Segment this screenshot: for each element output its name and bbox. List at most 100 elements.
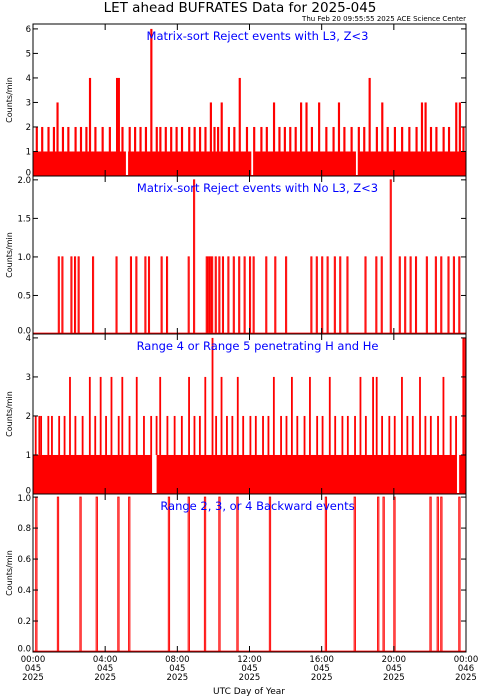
spike	[144, 126, 148, 152]
panel-2: 0.0 0.5 1.0 1.5 2.0 Matrix-sort Reject events…	[5, 175, 467, 337]
y-axis-label: Counts/min	[5, 391, 14, 437]
spike	[429, 126, 433, 152]
spike	[455, 102, 458, 152]
spike	[79, 496, 82, 652]
spike	[274, 256, 277, 334]
spike	[278, 126, 281, 152]
spike	[236, 496, 239, 652]
spike	[187, 496, 190, 652]
spike	[285, 415, 288, 455]
y-tick-label: 3	[26, 98, 31, 108]
y-tick-label: 1.0	[17, 253, 31, 263]
spike	[159, 376, 162, 455]
svg-text:2025: 2025	[311, 673, 333, 683]
spike	[231, 415, 234, 455]
spike	[52, 126, 56, 152]
spike	[455, 415, 457, 455]
spike	[380, 256, 383, 334]
data-gap	[125, 151, 129, 175]
spike	[296, 415, 299, 455]
spike	[381, 415, 384, 455]
spike	[458, 496, 461, 652]
spike	[333, 256, 336, 334]
spike	[159, 126, 162, 152]
spike	[166, 256, 169, 334]
spike	[458, 256, 461, 334]
spike	[188, 126, 191, 152]
spike	[198, 126, 202, 152]
spike	[321, 256, 324, 334]
spike	[88, 376, 91, 455]
y-tick-label: 1	[26, 147, 31, 157]
spike	[272, 102, 276, 152]
spike	[393, 496, 396, 652]
spike	[290, 376, 293, 455]
spike	[254, 415, 257, 455]
spike	[121, 126, 124, 152]
spike	[215, 415, 218, 455]
spike	[429, 415, 432, 455]
spike	[343, 126, 346, 152]
svg-text:2025: 2025	[94, 673, 116, 683]
spike	[357, 126, 360, 152]
spike	[128, 496, 131, 652]
spike	[243, 256, 246, 334]
panel-title: Range 4 or Range 5 penetrating H and He	[137, 339, 379, 353]
spike	[388, 415, 391, 455]
spike	[209, 256, 212, 334]
spike	[262, 415, 264, 455]
spike	[415, 126, 418, 152]
spike	[56, 496, 60, 652]
spike	[40, 415, 43, 455]
spike	[315, 256, 318, 334]
spike	[458, 102, 461, 152]
data-gap	[251, 151, 254, 175]
spike	[135, 376, 138, 455]
panel-frame	[32, 493, 467, 653]
spike	[375, 256, 378, 334]
y-tick-label: 2	[26, 412, 31, 422]
y-tick-label: 1	[26, 451, 31, 461]
y-tick-label: 2	[26, 123, 31, 133]
spike	[128, 415, 131, 455]
svg-text:12:00: 12:00	[237, 655, 262, 665]
spike	[452, 256, 455, 334]
svg-text:20:00: 20:00	[382, 655, 407, 665]
spike	[198, 415, 201, 455]
svg-text:2025: 2025	[22, 673, 44, 683]
spike	[173, 415, 176, 455]
spike	[242, 415, 245, 455]
spike	[217, 126, 220, 152]
spike	[436, 496, 439, 652]
spike	[211, 337, 214, 455]
spike	[409, 256, 412, 334]
spike	[303, 415, 306, 455]
spike	[218, 256, 221, 334]
spike	[305, 102, 308, 152]
y-tick-label: 0	[26, 169, 31, 179]
spike	[309, 376, 311, 455]
spike	[220, 376, 223, 455]
spike	[207, 256, 210, 334]
spike	[462, 126, 465, 152]
spike	[115, 77, 119, 152]
spike	[134, 126, 137, 152]
spike	[310, 126, 314, 152]
spike	[92, 256, 95, 334]
spike	[108, 126, 111, 152]
spike	[238, 256, 241, 334]
y-tick-label: 1.0	[17, 494, 31, 504]
spike	[211, 256, 214, 334]
spike	[63, 415, 66, 455]
spike	[61, 256, 64, 334]
spike	[209, 102, 212, 152]
spike	[147, 256, 151, 334]
panel-title: Matrix-sort Reject events with No L3, Z<…	[137, 181, 378, 195]
spike	[203, 496, 207, 652]
spike	[437, 415, 439, 455]
spike	[359, 376, 362, 455]
spike	[265, 256, 268, 334]
spike	[280, 415, 282, 455]
